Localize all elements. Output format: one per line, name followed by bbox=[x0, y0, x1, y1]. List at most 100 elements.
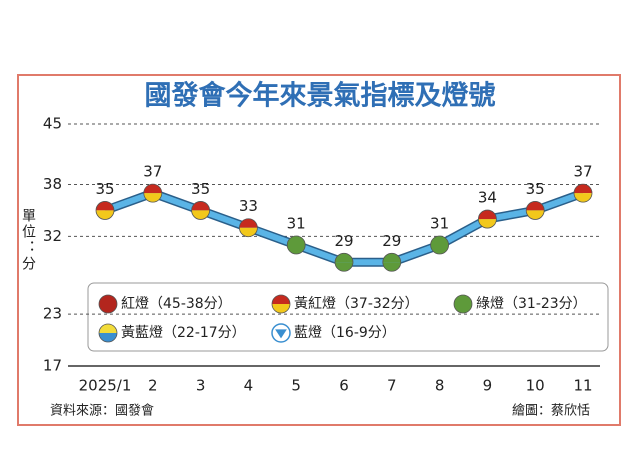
marker-top bbox=[272, 295, 290, 304]
legend-box bbox=[87, 282, 609, 352]
x-tick-label: 5 bbox=[291, 377, 301, 395]
data-point bbox=[191, 201, 211, 220]
marker-top bbox=[191, 201, 210, 211]
source: 資料來源：國發會 bbox=[50, 404, 154, 419]
marker-top bbox=[99, 324, 117, 333]
marker-outline bbox=[143, 183, 163, 203]
marker-bottom bbox=[96, 210, 114, 220]
x-tick-label: 10 bbox=[526, 377, 545, 395]
data-label: 33 bbox=[239, 197, 258, 215]
data-point bbox=[238, 218, 258, 238]
marker-bottom bbox=[191, 210, 210, 220]
marker-top bbox=[526, 201, 545, 211]
marker-top bbox=[382, 253, 401, 263]
marker-top bbox=[99, 295, 117, 304]
marker-bottom bbox=[478, 219, 497, 229]
x-tick-label: 2 bbox=[148, 377, 158, 395]
x-tick-label: 9 bbox=[483, 377, 493, 395]
data-label: 34 bbox=[478, 189, 497, 207]
marker-bottom bbox=[335, 262, 353, 272]
marker-outline bbox=[453, 294, 473, 314]
data-label: 35 bbox=[526, 180, 545, 198]
x-tick-label: 8 bbox=[435, 377, 445, 395]
marker-bottom bbox=[99, 333, 117, 342]
marker-top bbox=[335, 253, 353, 263]
icon-triangle bbox=[275, 329, 287, 339]
legend-label: 黃藍燈（22-17分） bbox=[121, 325, 246, 341]
marker-bottom bbox=[574, 193, 592, 203]
data-label: 29 bbox=[334, 232, 353, 250]
legend-icon bbox=[271, 294, 291, 314]
marker-bottom bbox=[526, 210, 545, 220]
marker-outline bbox=[573, 183, 593, 203]
marker-top bbox=[287, 236, 306, 245]
y-tick-label: 17 bbox=[43, 357, 62, 375]
marker-outline bbox=[286, 235, 306, 255]
legend-label: 紅燈（45-38分） bbox=[121, 296, 232, 312]
marker-outline bbox=[477, 209, 497, 229]
data-point bbox=[573, 183, 593, 203]
y-tick-label: 38 bbox=[43, 175, 62, 193]
x-tick-label: 3 bbox=[196, 377, 206, 395]
legend-icon bbox=[271, 323, 291, 343]
marker-top bbox=[454, 295, 472, 304]
marker-bottom bbox=[454, 304, 472, 313]
marker-top bbox=[239, 218, 258, 228]
marker-bottom bbox=[430, 245, 449, 255]
legend-label: 藍燈（16-9分） bbox=[294, 325, 396, 341]
data-point bbox=[286, 235, 306, 255]
marker-top bbox=[96, 201, 114, 211]
marker-bottom bbox=[239, 227, 258, 237]
marker-outline bbox=[430, 235, 450, 255]
y-tick-label: 23 bbox=[43, 305, 62, 323]
marker-top bbox=[574, 184, 592, 194]
x-tick-label: 2025/1 bbox=[79, 377, 132, 395]
y-axis-label: 單位：分 bbox=[20, 208, 36, 272]
marker-top bbox=[430, 236, 449, 245]
marker-outline bbox=[98, 323, 118, 343]
data-label: 29 bbox=[382, 232, 401, 250]
data-point bbox=[382, 252, 402, 272]
data-label: 35 bbox=[191, 180, 210, 198]
x-tick-label: 4 bbox=[244, 377, 254, 395]
data-point bbox=[95, 201, 115, 220]
data-label: 37 bbox=[573, 163, 592, 181]
data-point bbox=[143, 183, 163, 203]
data-label: 31 bbox=[430, 215, 449, 233]
marker-bottom bbox=[99, 304, 117, 313]
marker-outline bbox=[98, 294, 118, 314]
legend-icon bbox=[453, 294, 473, 314]
chart-title: 國發會今年來景氣指標及燈號 bbox=[145, 80, 496, 112]
data-label: 35 bbox=[95, 180, 114, 198]
y-tick-label: 32 bbox=[43, 227, 62, 245]
marker-bottom bbox=[272, 304, 290, 313]
marker-top bbox=[143, 184, 162, 194]
marker-bottom bbox=[287, 245, 306, 255]
legend-icon bbox=[98, 294, 118, 314]
marker-outline bbox=[334, 252, 354, 272]
legend-label: 綠燈（31-23分） bbox=[476, 296, 587, 312]
marker-outline bbox=[525, 201, 545, 220]
data-label: 37 bbox=[143, 163, 162, 181]
marker-top bbox=[478, 210, 497, 220]
data-point bbox=[477, 209, 497, 229]
marker-outline bbox=[271, 294, 291, 314]
marker-bottom bbox=[382, 262, 401, 272]
marker-outline bbox=[95, 201, 115, 220]
data-label: 31 bbox=[287, 215, 306, 233]
marker-outline bbox=[382, 252, 402, 272]
x-tick-label: 11 bbox=[573, 377, 592, 395]
y-tick-label: 45 bbox=[43, 115, 62, 133]
credit: 繪圖：蔡欣恬 bbox=[512, 403, 590, 419]
data-point bbox=[525, 201, 545, 220]
marker-outline bbox=[191, 201, 211, 220]
marker-outline bbox=[238, 218, 258, 238]
data-point bbox=[430, 235, 450, 255]
x-tick-label: 7 bbox=[387, 377, 397, 395]
marker-bottom bbox=[143, 193, 162, 203]
data-point bbox=[334, 252, 354, 272]
x-tick-label: 6 bbox=[339, 377, 349, 395]
legend-label: 黃紅燈（37-32分） bbox=[294, 296, 419, 312]
